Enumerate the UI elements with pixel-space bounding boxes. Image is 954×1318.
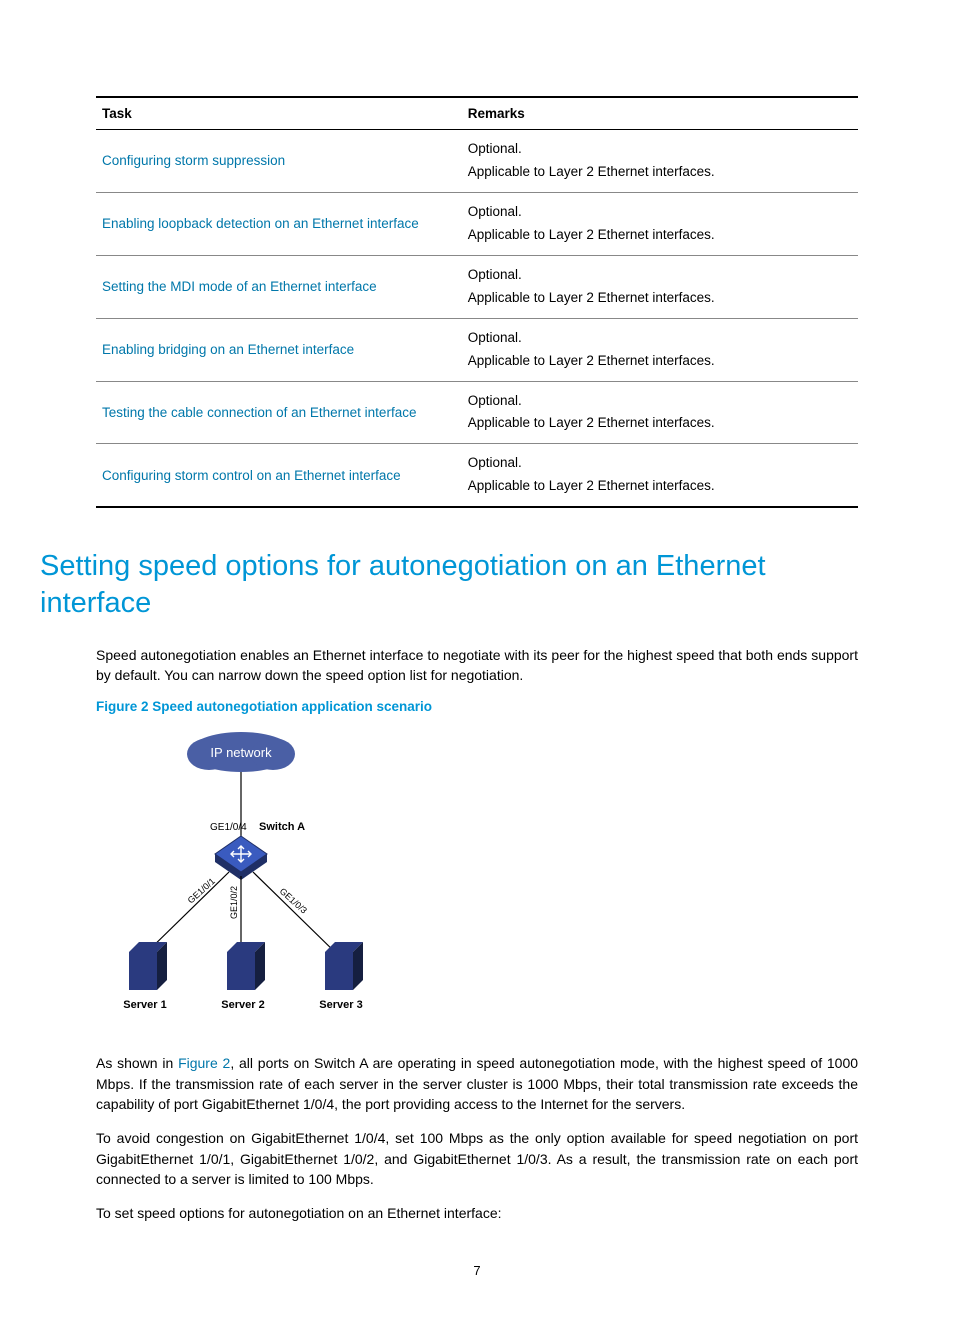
remarks-header: Remarks: [462, 97, 858, 130]
intro-paragraph: Speed autonegotiation enables an Etherne…: [96, 645, 858, 686]
task-table-body: Configuring storm suppression Optional.Ap…: [96, 130, 858, 508]
ip-network-cloud: IP network: [187, 732, 295, 772]
table-row: Enabling bridging on an Ethernet interfa…: [96, 318, 858, 381]
task-link[interactable]: Configuring storm suppression: [102, 153, 285, 168]
switch-icon: [215, 836, 267, 880]
server3-icon: [325, 942, 363, 990]
port-ge102-label: GE1/0/2: [229, 886, 239, 919]
as-shown-paragraph: As shown in Figure 2, all ports on Switc…: [96, 1053, 858, 1114]
server2-icon: [227, 942, 265, 990]
page-number: 7: [96, 1263, 858, 1278]
task-link[interactable]: Enabling loopback detection on an Ethern…: [102, 216, 419, 231]
server1-label: Server 1: [123, 999, 166, 1011]
port-ge104-label: GE1/0/4: [210, 822, 247, 833]
section-heading: Setting speed options for autonegotiatio…: [40, 548, 858, 621]
server2-label: Server 2: [221, 999, 264, 1011]
avoid-congestion-paragraph: To avoid congestion on GigabitEthernet 1…: [96, 1128, 858, 1189]
to-set-paragraph: To set speed options for autonegotiation…: [96, 1203, 858, 1223]
table-row: Configuring storm suppression Optional.Ap…: [96, 130, 858, 193]
figure-diagram: IP network GE1/0/4 Switch A: [101, 724, 381, 1029]
server1-icon: [129, 942, 167, 990]
remarks-cell: Optional.Applicable to Layer 2 Ethernet …: [462, 444, 858, 507]
topology-svg: IP network GE1/0/4 Switch A: [101, 724, 381, 1024]
task-link[interactable]: Enabling bridging on an Ethernet interfa…: [102, 342, 354, 357]
server3-label: Server 3: [319, 999, 362, 1011]
cloud-label: IP network: [210, 745, 272, 760]
table-row: Enabling loopback detection on an Ethern…: [96, 192, 858, 255]
figure-caption: Figure 2 Speed autonegotiation applicati…: [96, 699, 858, 714]
table-row: Setting the MDI mode of an Ethernet inte…: [96, 255, 858, 318]
remarks-cell: Optional.Applicable to Layer 2 Ethernet …: [462, 192, 858, 255]
figure-2-link[interactable]: Figure 2: [178, 1055, 230, 1071]
remarks-cell: Optional.Applicable to Layer 2 Ethernet …: [462, 255, 858, 318]
task-link[interactable]: Testing the cable connection of an Ether…: [102, 405, 416, 420]
remarks-cell: Optional.Applicable to Layer 2 Ethernet …: [462, 130, 858, 193]
remarks-cell: Optional.Applicable to Layer 2 Ethernet …: [462, 381, 858, 444]
table-row: Testing the cable connection of an Ether…: [96, 381, 858, 444]
link-server3: [253, 872, 339, 956]
as-shown-pre: As shown in: [96, 1055, 178, 1071]
task-link[interactable]: Setting the MDI mode of an Ethernet inte…: [102, 279, 377, 294]
port-ge101-label: GE1/0/1: [186, 876, 217, 906]
switch-a-label: Switch A: [259, 821, 305, 833]
remarks-cell: Optional.Applicable to Layer 2 Ethernet …: [462, 318, 858, 381]
page: Task Remarks Configuring storm suppressi…: [0, 0, 954, 1318]
task-link[interactable]: Configuring storm control on an Ethernet…: [102, 468, 401, 483]
task-header: Task: [96, 97, 462, 130]
task-table: Task Remarks Configuring storm suppressi…: [96, 96, 858, 508]
table-row: Configuring storm control on an Ethernet…: [96, 444, 858, 507]
